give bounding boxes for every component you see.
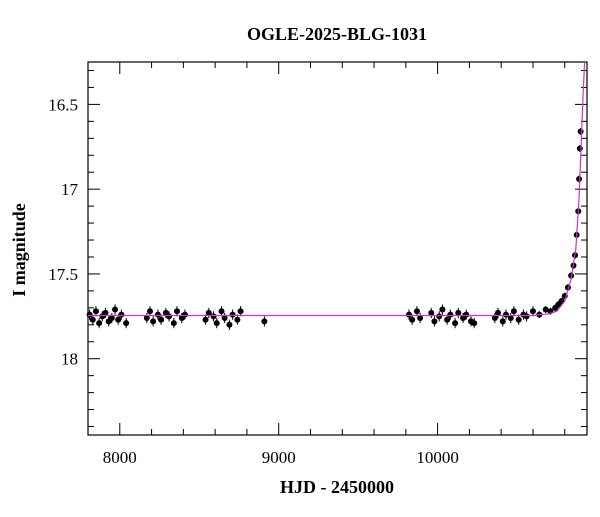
data-point [213,320,220,327]
y-axis-label: I magnitude [9,203,29,297]
data-point [409,316,416,323]
x-tick-label: 9000 [262,448,296,467]
data-point [576,175,583,182]
data-point [436,313,443,320]
data-point [417,315,424,322]
data-point [202,316,209,323]
chart-title: OGLE-2025-BLG-1031 [247,24,427,44]
x-axis-label: HJD - 2450000 [280,477,394,497]
data-point [143,315,150,322]
data-point [173,308,180,315]
data-point [577,128,584,135]
data-point [102,309,109,316]
data-point [447,311,454,318]
data-point [431,318,438,325]
data-point [406,311,413,318]
data-point [86,311,93,318]
data-point [542,306,549,313]
data-point [229,311,236,318]
plot-frame [87,61,588,436]
data-point [181,311,188,318]
data-point [210,313,217,320]
data-point [444,316,451,323]
data-point [495,309,502,316]
data-point [428,309,435,316]
data-point [221,315,228,322]
data-point [146,308,153,315]
data-point [96,320,103,327]
data-point [166,313,173,320]
data-point [108,315,115,322]
data-point [499,318,506,325]
x-tick-label: 8000 [103,448,137,467]
data-point [491,315,498,322]
data-point [507,315,514,322]
data-point [158,316,165,323]
data-point [510,308,517,315]
data-point [234,316,241,323]
data-point [218,308,225,315]
data-point [455,309,462,316]
data-point [226,321,233,328]
data-point [92,308,99,315]
y-tick-label: 17.5 [48,265,78,284]
data-point [118,311,125,318]
data-point [523,313,530,320]
y-tick-label: 17 [61,180,79,199]
data-point [261,318,268,325]
data-point [515,316,522,323]
data-point [413,308,420,315]
model-line [88,62,586,317]
y-tick-label: 18 [61,350,78,369]
data-point [89,316,96,323]
data-point [123,320,130,327]
data-point [439,306,446,313]
data-point [471,320,478,327]
data-point [237,308,244,315]
data-point [170,320,177,327]
y-tick-label: 16.5 [48,95,78,114]
data-point [115,316,122,323]
data-point [452,320,459,327]
data-point [154,311,161,318]
data-point [576,145,583,152]
data-point [502,311,509,318]
x-tick-label: 10000 [416,448,459,467]
data-point [112,306,119,313]
data-point [150,318,157,325]
data-point [205,309,212,316]
data-point [463,311,470,318]
data-point [529,308,536,315]
